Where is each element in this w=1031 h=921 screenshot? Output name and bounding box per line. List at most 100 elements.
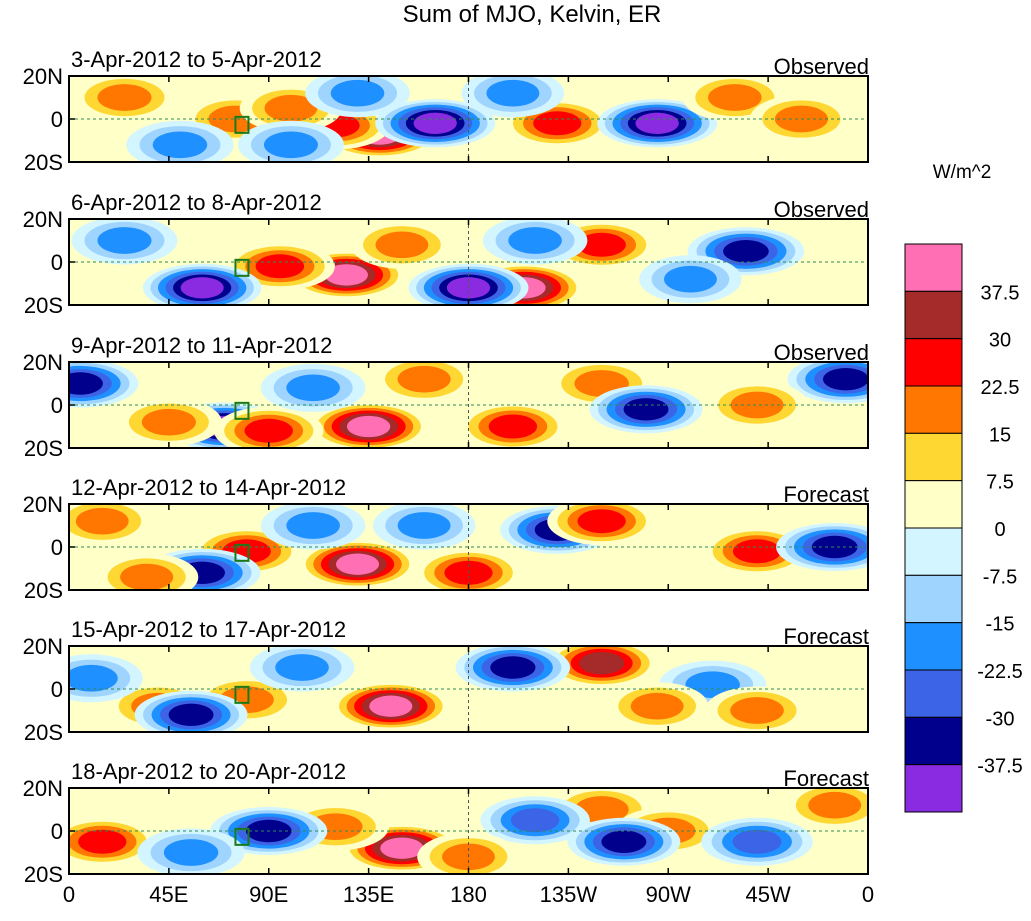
anomaly-blob xyxy=(71,76,178,122)
x-axis: 0 45E 90E 135E 180 135W 90W 45W 0 xyxy=(63,882,874,907)
reference-box xyxy=(234,685,250,704)
colorbar-swatch xyxy=(904,574,963,624)
anomaly-blob xyxy=(115,398,222,447)
panel-status: Observed xyxy=(774,340,869,365)
anomaly-blob xyxy=(704,686,810,732)
anomaly-blob xyxy=(71,219,178,265)
panel-status: Forecast xyxy=(783,624,869,649)
anomaly-blob xyxy=(589,385,703,434)
reference-box xyxy=(234,258,250,277)
anomaly-blob xyxy=(605,682,709,731)
x-tick-label: 0 xyxy=(862,882,874,907)
contour-band xyxy=(263,131,318,159)
colorbar-label: 7.5 xyxy=(986,472,1014,494)
panel-date-range: 18-Apr-2012 to 20-Apr-2012 xyxy=(71,759,346,784)
anomaly-field xyxy=(71,76,854,162)
y-tick-label: 0 xyxy=(51,819,63,844)
contour-band xyxy=(510,808,560,833)
contour-band xyxy=(730,697,784,724)
y-tick-label: 20S xyxy=(24,578,63,603)
contour-band xyxy=(346,415,391,438)
panel-date-range: 6-Apr-2012 to 8-Apr-2012 xyxy=(71,190,322,215)
y-tick-label: 20S xyxy=(24,436,63,461)
contour-band xyxy=(335,553,380,575)
anomaly-blob xyxy=(350,220,454,269)
anomaly-blob xyxy=(298,540,417,589)
contour-band xyxy=(78,829,127,854)
contour-band xyxy=(168,703,214,726)
contour-band xyxy=(163,839,219,866)
contour-band xyxy=(275,654,329,681)
contour-band xyxy=(664,265,717,293)
y-tick-label: 20S xyxy=(24,293,63,318)
x-tick-label: 0 xyxy=(63,882,75,907)
contour-band xyxy=(723,240,769,263)
panel-status: Observed xyxy=(774,54,869,79)
anomaly-blob xyxy=(249,646,355,692)
panel-1: 20N 0 20S 3-Apr-2012 to 5-Apr-2012 Observed xyxy=(23,47,869,175)
anomaly-blob xyxy=(224,242,335,291)
anomaly-blob xyxy=(455,646,571,692)
contour-band xyxy=(577,232,626,257)
panel-5: 20N 0 20S 15-Apr-2012 to 17-Apr-2012 Forecas… xyxy=(23,617,869,745)
contour-band xyxy=(579,652,625,675)
y-tick-label: 0 xyxy=(51,393,63,418)
colorbar-label: 0 xyxy=(994,519,1005,541)
anomaly-blob xyxy=(567,817,681,866)
anomaly-blob xyxy=(547,504,657,546)
panel-4: 20N 0 20S 12-Apr-2012 to 14-Apr-2012 Forecas… xyxy=(23,475,869,603)
anomaly-blob xyxy=(69,817,157,866)
anomaly-blob xyxy=(776,523,868,571)
x-tick-label: 90E xyxy=(249,882,288,907)
x-tick-label: 135E xyxy=(343,882,394,907)
y-tick-label: 20S xyxy=(24,720,63,745)
contour-band xyxy=(330,79,385,107)
contour-band xyxy=(413,112,457,134)
contour-band xyxy=(324,264,368,286)
contour-band xyxy=(120,563,174,590)
panel-status: Observed xyxy=(774,197,869,222)
anomaly-blob xyxy=(69,362,139,408)
contour-band xyxy=(808,791,862,819)
reference-box xyxy=(234,401,250,420)
y-tick-label: 20N xyxy=(23,634,63,659)
anomaly-field xyxy=(69,646,810,732)
anomaly-blob xyxy=(214,406,324,448)
anomaly-blob xyxy=(126,120,234,162)
panel-status: Forecast xyxy=(783,766,869,791)
colorbar-swatch xyxy=(904,622,963,671)
anomaly-blob xyxy=(639,255,742,304)
anomaly-blob xyxy=(458,402,568,448)
colorbar-swatch xyxy=(904,243,963,292)
colorbar-label: 30 xyxy=(989,330,1011,352)
anomaly-blob xyxy=(69,654,143,703)
x-tick-label: 45W xyxy=(746,882,791,907)
x-tick-label: 180 xyxy=(450,882,487,907)
colorbar-label: -22.5 xyxy=(977,661,1023,683)
y-tick-label: 0 xyxy=(51,535,63,560)
colorbar-label: 37.5 xyxy=(981,282,1020,304)
contour-band xyxy=(732,829,782,854)
contour-band xyxy=(488,414,538,439)
anomaly-blob xyxy=(701,817,813,866)
colorbar-swatch xyxy=(904,764,963,813)
contour-band xyxy=(730,391,784,419)
contour-band xyxy=(397,512,451,539)
anomaly-blob xyxy=(142,263,262,305)
anomaly-blob xyxy=(375,99,496,148)
contour-band xyxy=(811,535,858,559)
contour-band xyxy=(635,112,679,134)
anomaly-blob xyxy=(331,682,451,731)
panel-status: Forecast xyxy=(783,482,869,507)
colorbar-label: 15 xyxy=(989,424,1011,446)
contour-band xyxy=(255,254,305,279)
y-tick-label: 0 xyxy=(51,107,63,132)
colorbar-label: 22.5 xyxy=(981,377,1020,399)
anomaly-blob xyxy=(305,76,410,118)
contour-band xyxy=(97,227,152,254)
contour-band xyxy=(69,372,103,395)
contour-band xyxy=(490,656,536,679)
panel-date-range: 3-Apr-2012 to 5-Apr-2012 xyxy=(71,47,322,72)
contour-band xyxy=(380,837,424,859)
